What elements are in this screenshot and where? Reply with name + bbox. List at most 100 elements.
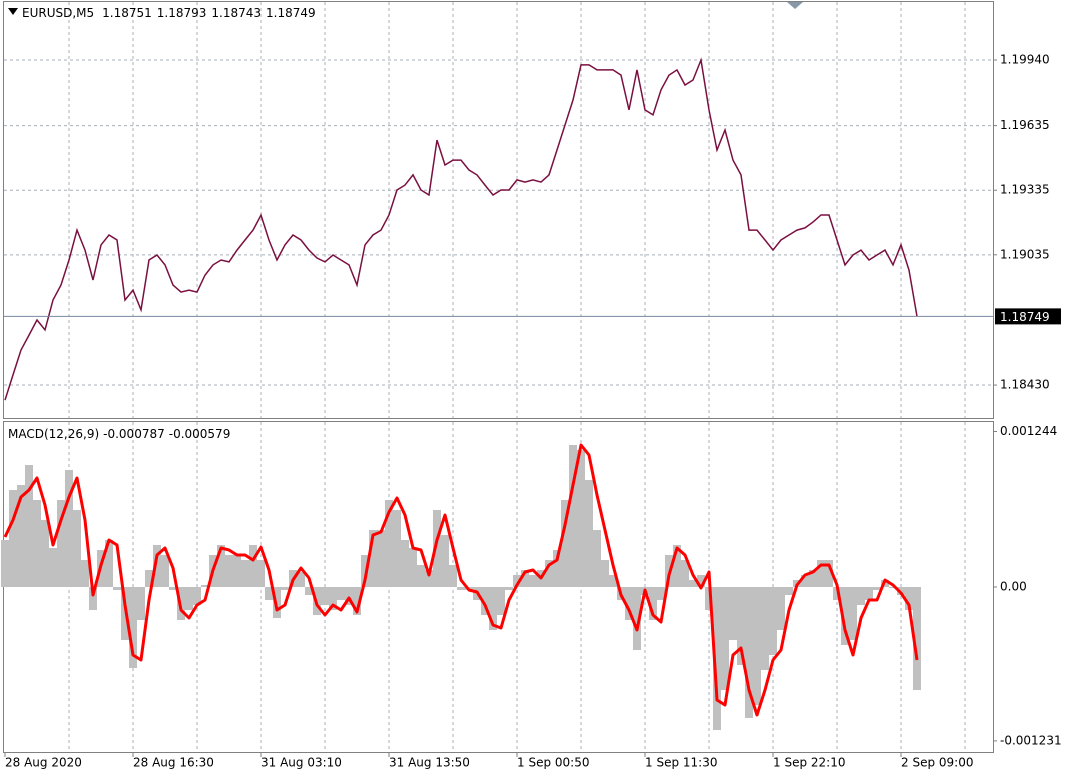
x-tick-label: 31 Aug 13:50 [389,756,470,770]
high: 1.18793 [157,6,207,20]
macd-value: -0.000787 [103,427,165,441]
histogram-bar [809,570,817,587]
histogram-bar [361,555,369,587]
low: 1.18743 [211,6,261,20]
histogram-bar [585,480,593,587]
histogram-bar [321,587,329,605]
histogram-bar [553,550,561,587]
price-panel [3,1,994,419]
symbol-menu-arrow[interactable] [8,8,18,15]
histogram-bar [561,500,569,587]
histogram-bar [129,587,137,668]
histogram-bar [873,587,881,590]
histogram-bar [625,587,633,620]
histogram-bar [729,587,737,640]
histogram-bar [905,587,913,610]
x-tick-label: 31 Aug 03:10 [261,756,342,770]
histogram-bar [545,560,553,587]
histogram-bar [449,565,457,587]
y-tick-label: 1.19635 [1000,118,1050,132]
histogram-bar [425,570,433,587]
histogram-bar [41,520,49,587]
histogram-bar [649,587,657,620]
histogram-bar [841,587,849,645]
histogram-bar [433,510,441,587]
histogram-bar [161,555,169,587]
histogram-bar [201,585,209,587]
y-tick-label: -0.001231 [1000,733,1062,747]
x-tick-label: 28 Aug 2020 [5,756,82,770]
histogram-bar [49,548,57,587]
histogram-bar [769,587,777,655]
histogram-bar [713,587,721,730]
histogram-bar [513,575,521,587]
histogram-bar [401,540,409,587]
histogram-bar [385,500,393,587]
histogram-bar [217,545,225,587]
histogram-bar [105,540,113,587]
x-tick-label: 2 Sep 09:00 [901,756,973,770]
y-tick-label: 0.001244 [1000,424,1057,438]
histogram-bar [569,445,577,587]
shift-marker[interactable] [787,2,803,9]
histogram-bar [673,545,681,587]
histogram-bar [577,450,585,587]
histogram-bar [681,560,689,587]
y-tick-label: 1.18430 [1000,378,1050,392]
histogram-bar [849,587,857,640]
current-price-label: 1.18749 [1000,310,1050,324]
histogram-bar [481,587,489,615]
histogram-bar [409,548,417,587]
histogram-bar [353,587,361,615]
macd-title: MACD(12,26,9) [8,427,99,441]
histogram-bar [113,587,121,590]
histogram-bar [697,575,705,587]
price-line [4,57,918,401]
histogram-bar [497,587,505,615]
price-header: EURUSD,M5 1.18751 1.18793 1.18743 1.18749 [22,6,316,20]
histogram-bar [393,510,401,587]
x-tick-label: 1 Sep 11:30 [645,756,717,770]
histogram-bar [721,587,729,690]
y-tick-label: 0.00 [1000,580,1027,594]
histogram-bar [457,587,465,590]
histogram-bar [801,575,809,587]
histogram-bar [689,580,697,587]
histogram-bar [65,470,73,587]
histogram-bar [81,560,89,587]
histogram-bar [777,587,785,630]
histogram-bar [369,530,377,587]
x-tick-label: 28 Aug 16:30 [133,756,214,770]
macd-header: MACD(12,26,9) -0.000787 -0.000579 [8,427,230,441]
current-price-box [995,308,1061,325]
histogram-bar [705,587,713,610]
histogram-bar [225,555,233,587]
histogram-bar [185,587,193,610]
histogram-bar [249,545,257,587]
signal-line [3,443,919,717]
histogram-bar [73,510,81,587]
histogram-bar [657,587,665,600]
histogram-bar [913,587,921,690]
histogram-bar [785,587,793,595]
histogram-bar [505,587,513,590]
histogram-bar [9,490,17,587]
histogram-bar [89,587,97,610]
histogram-bar [265,587,273,600]
symbol-title: EURUSD,M5 [22,6,94,20]
histogram-bar [889,587,897,588]
histogram-bar [529,575,537,587]
histogram-bar [297,572,305,587]
histogram-bar [857,587,865,605]
histogram-bar [33,500,41,587]
histogram-bar [825,560,833,587]
histogram-bar [745,587,753,718]
close: 1.18749 [266,6,316,20]
histogram-bar [57,500,65,587]
histogram-bar [345,587,353,605]
signal-value: -0.000579 [169,427,231,441]
histogram-bar [153,545,161,587]
histogram-bar [257,560,265,587]
